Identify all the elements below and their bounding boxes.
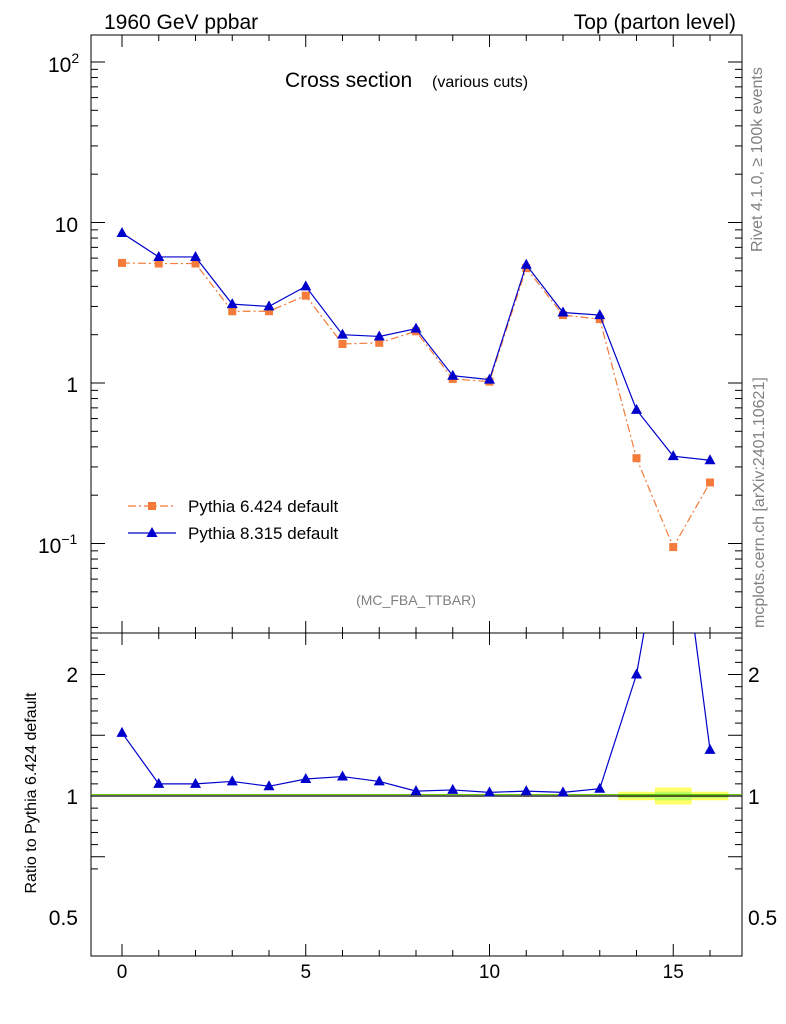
ratio-point-pythia8: [337, 770, 348, 781]
legend-marker-pythia6: [148, 502, 156, 510]
ratio-point-pythia8: [668, 462, 679, 472]
data-point-pythia8: [447, 369, 459, 380]
data-point-pythia8: [337, 328, 348, 339]
axis-ticks: [91, 35, 742, 956]
data-point-pythia6: [375, 338, 384, 347]
ratio-tick-label-0.5-right: 0.5: [748, 907, 777, 930]
data-point-pythia8: [704, 454, 716, 465]
ratio-point-pythia8: [447, 783, 459, 794]
rivet-label: Rivet 4.1.0, ≥ 100k events: [749, 67, 766, 252]
y-tick-label-1: 1: [66, 374, 78, 397]
data-point-pythia6: [191, 259, 200, 268]
data-point-pythia6: [154, 259, 163, 268]
ratio-tick-label-0.5: 0.5: [49, 907, 78, 930]
data-point-pythia8: [190, 250, 201, 261]
ratio-point-pythia8: [300, 772, 312, 783]
ratio-point-pythia8: [116, 726, 128, 737]
legend-marker-pythia8: [146, 527, 158, 537]
data-point-pythia8: [631, 403, 642, 414]
ratio-point-pythia8: [520, 785, 532, 796]
main-plot-series: [116, 227, 716, 552]
data-point-pythia6: [228, 307, 237, 316]
data-point-pythia6: [669, 543, 678, 552]
ratio-point-pythia8: [226, 775, 238, 786]
mcplots-label: mcplots.cern.ch [arXiv:2401.10621]: [751, 377, 768, 628]
x-tick-label: 5: [300, 962, 311, 983]
data-point-pythia6: [595, 315, 604, 324]
analysis-label: (MC_FBA_TTBAR): [356, 592, 476, 608]
series-line-pythia8: [121, 232, 711, 461]
x-tick-labels: 0 5 10 15: [117, 962, 684, 983]
ratio-point-pythia8: [631, 668, 642, 679]
legend-label-pythia6: Pythia 6.424 default: [188, 497, 339, 516]
ratio-tick-label-2-right: 2: [748, 664, 760, 687]
series-line-pythia6: [121, 262, 711, 549]
data-point-pythia8: [153, 250, 165, 261]
data-point-pythia8: [484, 373, 495, 384]
data-point-pythia6: [301, 291, 310, 300]
x-tick-label: 15: [663, 962, 684, 983]
ratio-tick-label-2: 2: [66, 664, 78, 687]
ratio-point-pythia8: [190, 777, 201, 788]
ratio-point-pythia8: [263, 780, 275, 791]
y-tick-label-10: 10: [55, 214, 78, 237]
energy-label: 1960 GeV ppbar: [104, 11, 258, 34]
ratio-point-pythia8: [594, 782, 606, 793]
y-tick-label-100: 102: [48, 50, 79, 77]
data-point-pythia6: [118, 258, 126, 267]
data-point-pythia8: [300, 280, 312, 291]
ratio-y-axis-label: Ratio to Pythia 6.424 default: [23, 692, 40, 894]
plot-title: Cross section: [285, 69, 412, 92]
data-point-pythia6: [706, 478, 714, 487]
ratio-point-pythia8: [704, 743, 716, 754]
data-point-pythia6: [632, 454, 641, 463]
ratio-point-pythia8: [373, 775, 385, 786]
data-point-pythia6: [265, 307, 273, 316]
data-point-pythia8: [667, 450, 679, 461]
data-point-pythia6: [338, 339, 347, 348]
ratio-point-pythia8: [557, 786, 569, 797]
x-tick-label: 10: [479, 962, 500, 983]
data-point-pythia8: [263, 300, 275, 311]
legend-label-pythia8: Pythia 8.315 default: [188, 524, 339, 543]
legend: Pythia 6.424 default Pythia 8.315 defaul…: [128, 497, 339, 543]
ratio-point-pythia8: [153, 777, 165, 788]
ratio-plot-series: [116, 462, 716, 797]
ratio-tick-label-1-right: 1: [748, 786, 760, 809]
ratio-point-pythia8: [410, 785, 422, 796]
plot-subtitle: (various cuts): [432, 74, 528, 91]
data-point-pythia8: [520, 258, 532, 269]
x-tick-label: 0: [117, 962, 128, 983]
process-label: Top (parton level): [574, 11, 736, 34]
ratio-series-group: [116, 462, 716, 797]
data-point-pythia8: [226, 298, 238, 309]
ratio-point-pythia8: [484, 786, 495, 797]
data-point-pythia8: [116, 227, 128, 238]
data-point-pythia8: [373, 330, 385, 341]
data-point-pythia8: [410, 322, 422, 333]
ratio-tick-label-1: 1: [66, 786, 78, 809]
data-point-pythia8: [594, 309, 606, 320]
data-point-pythia8: [557, 306, 569, 317]
y-tick-label-0.1: 10−1: [38, 531, 78, 558]
